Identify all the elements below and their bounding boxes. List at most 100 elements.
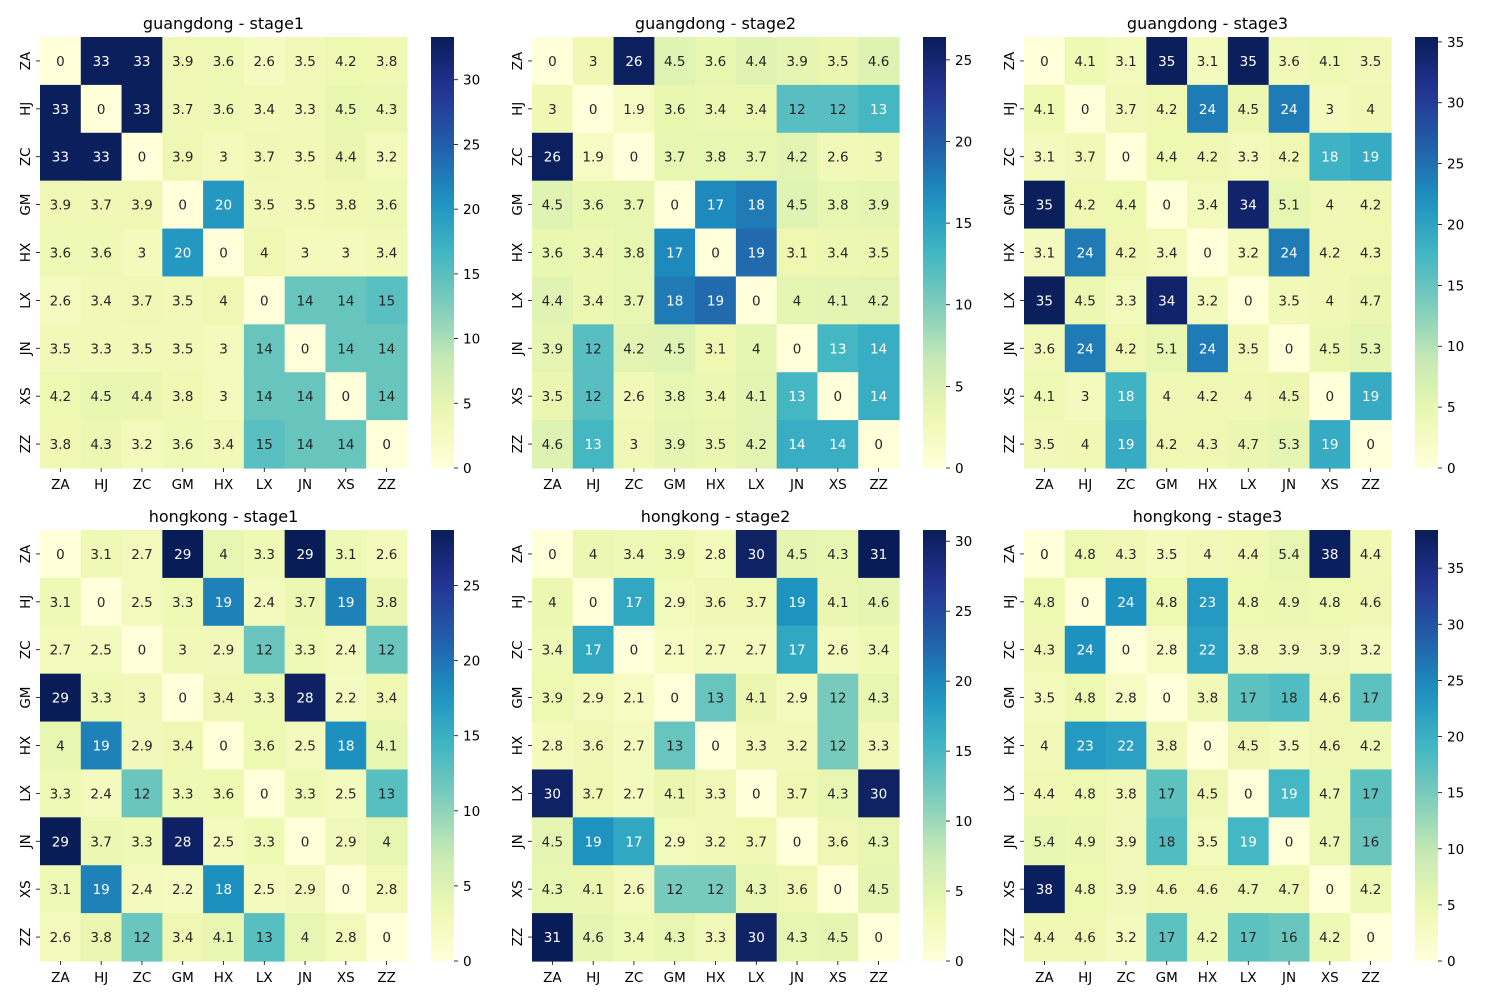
heatmap-cell (532, 372, 574, 421)
y-tick-label: JN (1002, 341, 1018, 356)
cell-value-label: 4.4 (542, 293, 563, 309)
heatmap-cell (243, 420, 286, 469)
cell-value-label: 4.4 (746, 54, 767, 70)
cell-value-label: 2.7 (746, 643, 767, 659)
heatmap-cell (1064, 625, 1107, 675)
y-tick-label: ZC (18, 147, 34, 166)
y-tick-label: HX (510, 736, 526, 755)
cell-value-label: 4.1 (827, 595, 848, 611)
y-tick-label: XS (510, 387, 526, 405)
heatmap-cell (325, 132, 367, 182)
cell-value-label: 18 (666, 293, 683, 309)
cell-value-label: 0 (1122, 150, 1131, 166)
cell-value-label: 38 (1036, 882, 1053, 898)
heatmap-cell (735, 180, 778, 230)
heatmap-cell (1268, 865, 1311, 914)
cell-value-label: 3.9 (1115, 834, 1136, 850)
heatmap-cell (80, 721, 123, 771)
cell-value-label: 3.9 (664, 547, 685, 563)
colorbar-tick-label: 20 (955, 134, 972, 150)
cell-value-label: 3.2 (1197, 293, 1218, 309)
cell-value-label: 2.4 (90, 786, 111, 802)
heatmap-cell (1187, 420, 1229, 469)
heatmap-cell (613, 132, 655, 182)
x-tick-label: GM (172, 970, 194, 986)
heatmap-cell (572, 84, 615, 134)
heatmap-cell (817, 132, 859, 182)
y-tick-label: ZC (510, 640, 526, 659)
colorbar-tick-label: 25 (955, 604, 972, 620)
heatmap-cell (858, 913, 900, 962)
heatmap-cell (243, 673, 286, 723)
cell-value-label: 3.1 (1034, 150, 1055, 166)
heatmap-cell (1105, 625, 1147, 675)
heatmap-cell (1105, 673, 1147, 723)
heatmap-cell (776, 37, 819, 86)
heatmap-cell (162, 577, 204, 627)
cell-value-label: 17 (625, 595, 642, 611)
cell-value-label: 3.3 (746, 739, 767, 755)
cell-value-label: 3.4 (1197, 198, 1218, 214)
cell-value-label: 3.4 (1156, 246, 1177, 262)
cell-value-label: 3.5 (1156, 547, 1177, 563)
cell-value-label: 2.8 (376, 882, 397, 898)
cell-value-label: 3.9 (1319, 643, 1340, 659)
heatmap-cell (1268, 228, 1311, 278)
heatmap-cell (654, 324, 696, 373)
y-tick-label: HJ (510, 102, 526, 116)
heatmap-cell (1187, 132, 1229, 182)
cell-value-label: 0 (97, 595, 106, 611)
heatmap-cell (776, 769, 819, 818)
cell-value-label: 3.6 (827, 834, 848, 850)
heatmap-cell (735, 913, 778, 962)
heatmap-cell (817, 625, 859, 675)
cell-value-label: 3 (219, 389, 228, 405)
cell-value-label: 3.4 (705, 389, 726, 405)
heatmap-cell (776, 530, 819, 579)
heatmap-cell (284, 228, 327, 278)
heatmap-cell (1309, 37, 1351, 86)
colorbar-tick-label: 25 (463, 137, 480, 153)
heatmap-cell (1064, 180, 1107, 230)
heatmap-cell (1024, 84, 1066, 134)
colorbar-tick-label: 35 (1447, 35, 1464, 51)
heatmap-cell (858, 577, 900, 627)
cell-value-label: 12 (133, 786, 150, 802)
cell-value-label: 5.1 (1278, 198, 1299, 214)
cell-value-label: 19 (215, 595, 232, 611)
heatmap-cell (366, 132, 408, 182)
heatmap-cell (121, 913, 163, 962)
y-tick-label: XS (18, 880, 34, 898)
y-tick-label: HX (18, 243, 34, 262)
cell-value-label: 14 (870, 389, 887, 405)
heatmap-cell (121, 577, 163, 627)
cell-value-label: 0 (793, 341, 802, 357)
cell-value-label: 19 (1362, 150, 1379, 166)
cell-value-label: 12 (133, 930, 150, 946)
heatmap-cell (366, 276, 408, 325)
heatmap-cell (1227, 530, 1270, 579)
panel-title: hongkong - stage2 (641, 507, 791, 526)
heatmap-cell (1105, 228, 1147, 278)
cell-value-label: 13 (585, 437, 602, 453)
heatmap-cell (40, 372, 82, 421)
cell-value-label: 3.3 (172, 595, 193, 611)
cell-value-label: 13 (256, 930, 273, 946)
cell-value-label: 4.4 (335, 150, 356, 166)
heatmap-cell (284, 37, 327, 86)
cell-value-label: 0 (752, 293, 761, 309)
cell-value-label: 4.3 (1034, 643, 1055, 659)
heatmap-cell (776, 276, 819, 325)
heatmap-cell (1350, 673, 1392, 723)
heatmap-cell (817, 577, 859, 627)
heatmap-cell (654, 913, 696, 962)
heatmap-cell (203, 37, 245, 86)
heatmap-cell (1024, 913, 1066, 962)
cell-value-label: 0 (834, 389, 843, 405)
cell-value-label: 4.2 (50, 389, 71, 405)
cell-value-label: 12 (378, 643, 395, 659)
cell-value-label: 19 (788, 595, 805, 611)
heatmap-cell (1268, 276, 1311, 325)
cell-value-label: 3 (630, 437, 639, 453)
